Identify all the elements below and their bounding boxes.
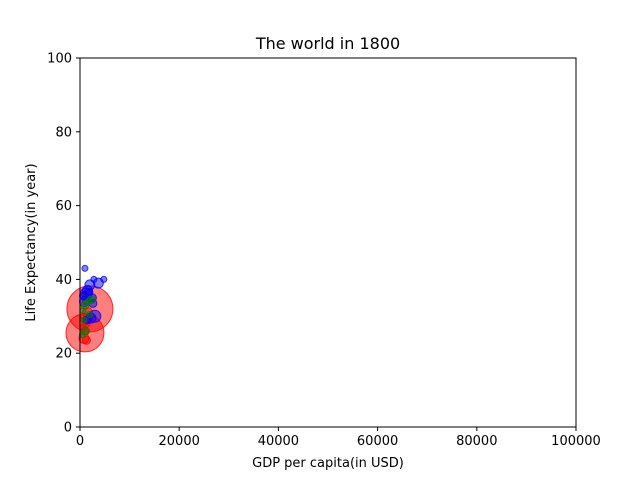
chart-title: The world in 1800	[255, 34, 400, 53]
x-tick-label: 100000	[551, 434, 601, 449]
data-point-green	[80, 316, 88, 324]
y-axis-title: Life Expectancy(in year)	[24, 163, 39, 321]
x-tick-label: 60000	[357, 434, 398, 449]
y-tick-label: 100	[47, 52, 72, 67]
y-tick-label: 40	[55, 273, 72, 288]
x-tick-label: 80000	[456, 434, 497, 449]
y-axis-ticks: 0 20 40 60 80 100	[47, 52, 80, 436]
data-points	[65, 264, 114, 353]
x-tick-label: 20000	[159, 434, 200, 449]
y-tick-label: 60	[55, 199, 72, 214]
y-tick-label: 80	[55, 125, 72, 140]
data-point-green	[79, 307, 87, 315]
x-axis-ticks: 0 20000 40000 60000 80000 100000	[76, 427, 601, 449]
x-tick-label: 40000	[258, 434, 299, 449]
data-point-green	[78, 331, 86, 339]
data-point-blue	[84, 287, 94, 297]
data-point-red	[81, 335, 91, 345]
y-tick-label: 20	[55, 347, 72, 362]
plot-area-frame	[79, 57, 577, 428]
x-tick-label: 0	[76, 434, 84, 449]
y-tick-label: 0	[64, 421, 72, 436]
data-point-blue	[81, 264, 89, 272]
data-point-green	[84, 298, 92, 306]
x-axis-title: GDP per capita(in USD)	[252, 456, 404, 471]
data-point-blue	[100, 275, 108, 283]
data-point-green	[85, 310, 93, 318]
